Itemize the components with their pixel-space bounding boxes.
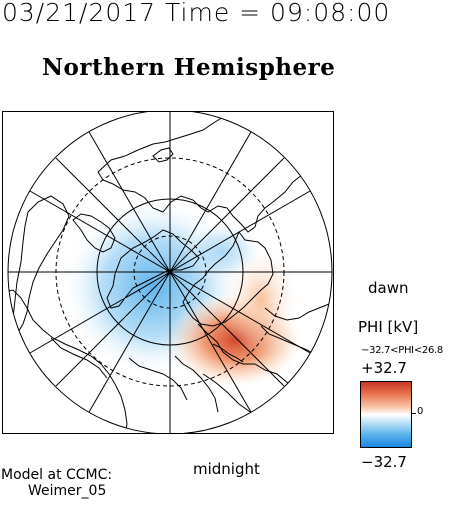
model-line-2: Weimer_05 [28, 483, 107, 499]
colorbar-title: PHI [kV] [358, 318, 419, 336]
polar-map-frame [2, 111, 334, 434]
colorbar-range: −32.7<PHI<26.8 [361, 345, 443, 356]
coastlines [8, 115, 332, 433]
page-title: Northern Hemisphere [42, 54, 336, 81]
local-time-grid [8, 112, 332, 433]
colorbar-min-label: −32.7 [361, 453, 407, 471]
dawn-label: dawn [368, 279, 409, 297]
timestamp-label: 03/21/2017 Time = 09:08:00 [2, 0, 391, 27]
colorbar-zero-tick [412, 413, 416, 414]
model-line-1: Model at CCMC: [1, 467, 113, 483]
midnight-label: midnight [193, 460, 260, 478]
colorbar-max-label: +32.7 [361, 359, 407, 377]
colorbar-zero-label: 0 [417, 406, 424, 417]
polar-map [7, 112, 333, 433]
colorbar [360, 381, 412, 448]
